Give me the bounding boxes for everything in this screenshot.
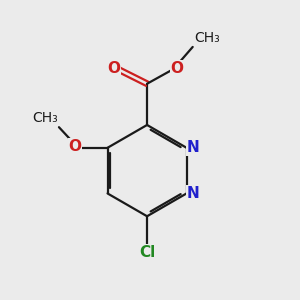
Text: CH₃: CH₃ xyxy=(33,111,58,125)
Text: O: O xyxy=(107,61,120,76)
Text: O: O xyxy=(69,139,82,154)
Text: O: O xyxy=(170,61,183,76)
Text: CH₃: CH₃ xyxy=(194,32,220,46)
Text: Cl: Cl xyxy=(139,245,155,260)
Text: N: N xyxy=(187,186,200,201)
Text: N: N xyxy=(187,140,200,155)
